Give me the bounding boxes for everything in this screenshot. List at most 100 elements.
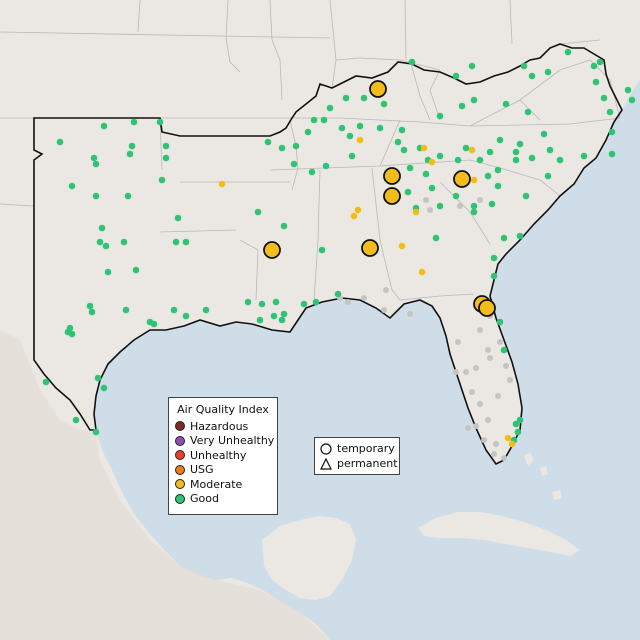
station-marker-good[interactable] — [278, 144, 286, 152]
station-marker-nodata[interactable] — [473, 423, 479, 429]
station-marker-good[interactable] — [496, 318, 504, 326]
station-marker-good[interactable] — [162, 142, 170, 150]
station-marker-good[interactable] — [488, 200, 496, 208]
station-marker-good[interactable] — [162, 154, 170, 162]
station-marker-good[interactable] — [264, 138, 272, 146]
station-marker-good[interactable] — [528, 154, 536, 162]
station-marker-nodata[interactable] — [469, 389, 475, 395]
station-marker-good[interactable] — [502, 100, 510, 108]
station-marker-good[interactable] — [436, 202, 444, 210]
station-marker-good[interactable] — [318, 246, 326, 254]
station-marker-moderate[interactable] — [508, 440, 516, 448]
station-marker-good[interactable] — [600, 94, 608, 102]
station-marker-good[interactable] — [514, 428, 522, 436]
station-marker-nodata[interactable] — [495, 393, 501, 399]
station-marker-good[interactable] — [590, 62, 598, 70]
station-marker-good[interactable] — [172, 238, 180, 246]
station-marker-good[interactable] — [158, 176, 166, 184]
station-marker-good[interactable] — [468, 62, 476, 70]
station-marker-good[interactable] — [270, 312, 278, 320]
station-marker-good[interactable] — [272, 298, 280, 306]
station-marker-good[interactable] — [546, 146, 554, 154]
station-marker-good[interactable] — [170, 306, 178, 314]
station-marker-nodata[interactable] — [503, 363, 509, 369]
station-marker-nodata[interactable] — [345, 299, 351, 305]
station-marker-good[interactable] — [496, 136, 504, 144]
station-marker-good[interactable] — [92, 428, 100, 436]
station-marker-good[interactable] — [512, 156, 520, 164]
station-marker-nodata[interactable] — [497, 339, 503, 345]
station-marker-good[interactable] — [258, 300, 266, 308]
station-marker-good[interactable] — [516, 140, 524, 148]
station-marker-good[interactable] — [122, 306, 130, 314]
station-marker-good[interactable] — [300, 300, 308, 308]
station-marker-good[interactable] — [398, 126, 406, 134]
station-marker-good[interactable] — [338, 124, 346, 132]
station-marker-good[interactable] — [92, 192, 100, 200]
station-marker-good[interactable] — [404, 188, 412, 196]
station-marker-good[interactable] — [490, 254, 498, 262]
station-marker-nodata[interactable] — [465, 425, 471, 431]
station-marker-good[interactable] — [462, 144, 470, 152]
station-marker-moderate[interactable] — [470, 176, 478, 184]
station-marker-nodata[interactable] — [453, 369, 459, 375]
station-marker-good[interactable] — [126, 150, 134, 158]
station-marker-good[interactable] — [432, 234, 440, 242]
station-marker-moderate[interactable] — [468, 146, 476, 154]
station-marker-good[interactable] — [516, 416, 524, 424]
station-marker-good[interactable] — [90, 154, 98, 162]
station-marker-good[interactable] — [320, 116, 328, 124]
station-marker-good[interactable] — [484, 172, 492, 180]
station-marker-good[interactable] — [436, 152, 444, 160]
station-marker-good[interactable] — [540, 130, 548, 138]
station-marker-good[interactable] — [182, 238, 190, 246]
station-marker-nodata[interactable] — [361, 295, 367, 301]
station-marker-good[interactable] — [96, 238, 104, 246]
station-marker-good[interactable] — [64, 328, 72, 336]
station-marker-good[interactable] — [428, 184, 436, 192]
station-marker-good[interactable] — [580, 152, 588, 160]
station-marker-nodata[interactable] — [457, 203, 463, 209]
temporary-station-marker-moderate[interactable] — [369, 80, 387, 98]
station-marker-good[interactable] — [500, 346, 508, 354]
station-marker-good[interactable] — [102, 242, 110, 250]
station-marker-good[interactable] — [486, 148, 494, 156]
station-marker-good[interactable] — [628, 96, 636, 104]
station-marker-good[interactable] — [596, 58, 604, 66]
station-marker-good[interactable] — [280, 222, 288, 230]
station-marker-good[interactable] — [394, 138, 402, 146]
station-marker-nodata[interactable] — [381, 307, 387, 313]
station-marker-good[interactable] — [522, 192, 530, 200]
station-marker-good[interactable] — [100, 384, 108, 392]
station-marker-nodata[interactable] — [407, 311, 413, 317]
station-marker-good[interactable] — [174, 214, 182, 222]
station-marker-good[interactable] — [490, 272, 498, 280]
station-marker-moderate[interactable] — [420, 144, 428, 152]
station-marker-good[interactable] — [452, 192, 460, 200]
station-marker-nodata[interactable] — [485, 417, 491, 423]
station-marker-good[interactable] — [202, 306, 210, 314]
station-marker-nodata[interactable] — [501, 455, 507, 461]
station-marker-good[interactable] — [182, 312, 190, 320]
station-marker-good[interactable] — [400, 146, 408, 154]
station-marker-good[interactable] — [342, 94, 350, 102]
station-marker-good[interactable] — [494, 182, 502, 190]
station-marker-good[interactable] — [130, 118, 138, 126]
station-marker-nodata[interactable] — [423, 197, 429, 203]
temporary-station-marker-moderate[interactable] — [263, 241, 281, 259]
station-marker-good[interactable] — [356, 122, 364, 130]
station-marker-good[interactable] — [544, 172, 552, 180]
station-marker-good[interactable] — [624, 86, 632, 94]
station-marker-good[interactable] — [544, 68, 552, 76]
station-marker-good[interactable] — [244, 298, 252, 306]
station-marker-good[interactable] — [608, 128, 616, 136]
station-marker-good[interactable] — [104, 268, 112, 276]
station-marker-good[interactable] — [422, 170, 430, 178]
station-marker-good[interactable] — [92, 160, 100, 168]
station-marker-good[interactable] — [254, 208, 262, 216]
station-marker-good[interactable] — [348, 152, 356, 160]
temporary-station-marker-moderate[interactable] — [361, 239, 379, 257]
station-marker-good[interactable] — [308, 168, 316, 176]
station-marker-good[interactable] — [606, 108, 614, 116]
station-marker-good[interactable] — [346, 132, 354, 140]
